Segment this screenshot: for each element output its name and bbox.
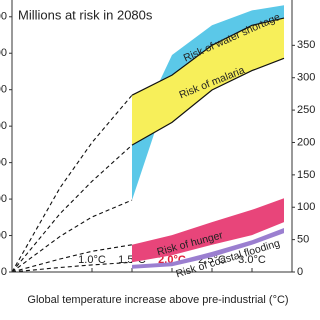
x-tick-label: 1.0°C — [78, 254, 106, 266]
band-area — [132, 18, 284, 146]
projection-line — [11, 261, 133, 273]
projection-line — [11, 244, 133, 273]
y-tick-label: 3000 — [0, 47, 7, 59]
y-tick-label: 0 — [1, 266, 7, 278]
y2-tick-label: 300 — [297, 72, 315, 84]
y-tick-label: 500 — [0, 229, 7, 241]
y2-tick-label: 250 — [297, 104, 315, 116]
band-upper-edge — [131, 17, 285, 96]
projection-line — [11, 94, 133, 273]
y2-tick-label: 100 — [297, 201, 315, 213]
projection-line — [11, 199, 133, 273]
y2-tick-label: 150 — [297, 169, 315, 181]
plot-frame — [11, 0, 293, 273]
y2-tick-label: 0 — [297, 266, 303, 278]
y-tick-label: 1000 — [0, 193, 7, 205]
band-lower-edge — [131, 57, 285, 146]
y-tick-label: 1500 — [0, 157, 7, 169]
x-tick-label: 3.0°C — [238, 254, 266, 266]
chart-title: Millions at risk in 2080s — [18, 7, 153, 22]
y-tick-label: 3500 — [0, 11, 7, 23]
band-area — [132, 198, 284, 263]
x-axis-label: Global temperature increase above pre-in… — [27, 294, 288, 306]
y-tick-label: 2500 — [0, 84, 7, 96]
y2-tick-label: 50 — [297, 234, 309, 246]
y2-tick-label: 350 — [297, 39, 315, 51]
projection-line — [11, 144, 133, 273]
band-area — [132, 228, 284, 269]
y2-tick-label: 200 — [297, 136, 315, 148]
y-tick-label: 2000 — [0, 120, 7, 132]
